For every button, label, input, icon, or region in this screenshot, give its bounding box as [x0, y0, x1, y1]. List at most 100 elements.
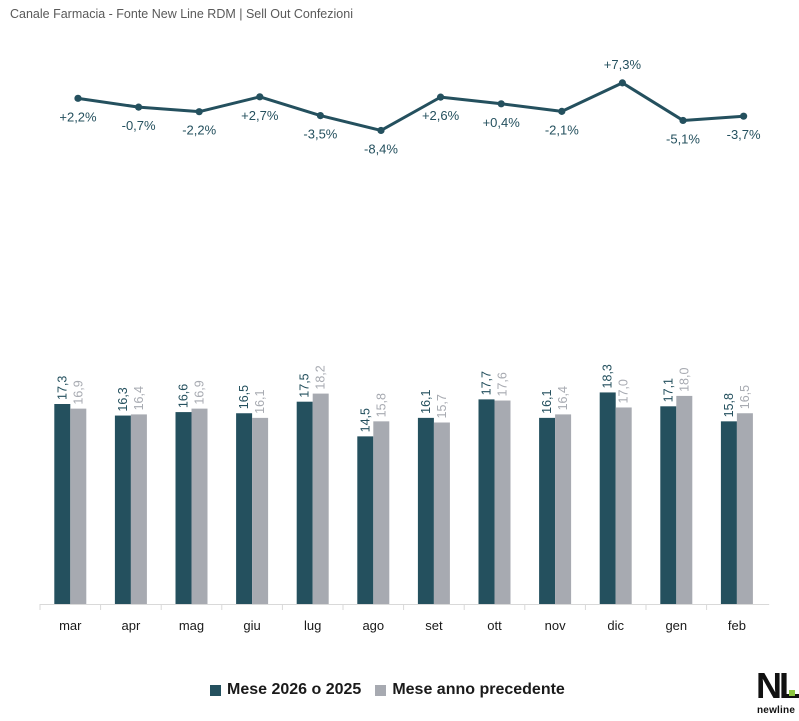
- bar-label-previous: 16,9: [71, 380, 85, 404]
- variation-point: [74, 94, 82, 102]
- bar-previous: [555, 414, 572, 604]
- bar-current: [236, 413, 253, 604]
- x-tick-label: ago: [362, 618, 384, 633]
- x-tick-label: gen: [665, 618, 687, 633]
- variation-label: -0,7%: [122, 118, 156, 133]
- bar-previous: [494, 400, 511, 604]
- logo-dot-icon: [789, 690, 795, 696]
- variation-line-chart: +2,2% -0,7% -2,2% +2,7% -3,5% -8,4% +2,6% +0,4%…: [59, 57, 761, 157]
- bar-label-current: 14,5: [358, 408, 372, 432]
- bar-label-current: 18,3: [601, 364, 615, 388]
- bar-current: [175, 412, 192, 604]
- bar-label-previous: 17,6: [496, 372, 510, 396]
- legend-swatch-current: [210, 684, 221, 696]
- variation-label: -2,2%: [182, 123, 216, 138]
- bar-label-current: 16,5: [237, 385, 251, 409]
- x-tick-label: feb: [728, 618, 746, 633]
- bar-label-current: 17,1: [661, 378, 675, 402]
- x-tick-label: ott: [487, 618, 502, 633]
- bar-previous: [191, 408, 208, 604]
- variation-label: -2,1%: [545, 122, 579, 137]
- x-tick-label: set: [425, 618, 443, 633]
- bar-label-previous: 16,1: [253, 389, 267, 413]
- variation-point: [256, 93, 264, 101]
- x-tick-label: dic: [607, 618, 624, 633]
- variation-label: -5,1%: [666, 131, 700, 146]
- variation-point: [195, 108, 203, 116]
- bar-label-current: 17,7: [480, 371, 494, 395]
- bar-label-previous: 16,4: [556, 386, 570, 410]
- bar-label-current: 16,3: [116, 387, 130, 411]
- bar-previous: [676, 395, 693, 604]
- logo-text: newline: [757, 705, 796, 716]
- bar-label-previous: 16,4: [132, 386, 146, 410]
- variation-label: +2,2%: [59, 109, 97, 124]
- bar-label-previous: 18,0: [677, 368, 691, 392]
- legend-label-current: Mese 2026 o 2025: [227, 681, 362, 698]
- bar-previous: [70, 408, 87, 604]
- newline-logo: NL newline: [756, 665, 799, 718]
- legend-swatch-previous: [375, 684, 387, 696]
- bar-previous: [130, 414, 147, 604]
- variation-label: +7,3%: [604, 57, 642, 72]
- bar-label-current: 16,6: [177, 384, 191, 408]
- bar-label-current: 15,8: [722, 393, 736, 417]
- variation-label: -3,5%: [303, 127, 337, 142]
- x-tick-label: mar: [59, 618, 82, 633]
- bar-previous: [312, 393, 329, 604]
- variation-point: [497, 100, 505, 108]
- bar-previous: [433, 422, 450, 604]
- bar-previous: [373, 421, 390, 604]
- variation-label: -8,4%: [364, 141, 398, 156]
- variation-point: [437, 93, 445, 101]
- bar-current: [417, 417, 434, 604]
- bar-label-current: 16,1: [540, 389, 554, 413]
- bar-previous: [736, 413, 753, 604]
- variation-label: +2,7%: [241, 108, 279, 123]
- logo-mark: NL: [756, 665, 799, 706]
- x-tick-label: lug: [304, 618, 321, 633]
- variation-label: +0,4%: [483, 115, 521, 130]
- bar-label-current: 17,3: [55, 376, 69, 400]
- bar-label-previous: 16,9: [193, 380, 207, 404]
- variation-point: [618, 79, 627, 87]
- variation-line: [77, 81, 744, 132]
- variation-label: +2,6%: [422, 108, 460, 123]
- bar-previous: [252, 417, 269, 604]
- variation-label: -3,7%: [727, 127, 761, 142]
- variation-point: [679, 116, 687, 125]
- variation-point: [377, 126, 385, 135]
- bar-current: [539, 417, 556, 604]
- bar-label-previous: 15,8: [374, 393, 388, 417]
- bar-label-previous: 16,5: [738, 385, 752, 409]
- bar-current: [357, 436, 374, 604]
- variation-point: [316, 112, 324, 120]
- bar-current: [478, 399, 495, 604]
- legend-item-previous: Mese anno precedente: [375, 681, 565, 699]
- x-tick-label: giu: [243, 618, 260, 633]
- bar-previous: [615, 407, 632, 604]
- variation-point: [135, 103, 143, 111]
- bar-current: [296, 401, 313, 604]
- bar-current: [114, 415, 131, 604]
- legend-label-previous: Mese anno precedente: [392, 681, 565, 698]
- bar-current: [54, 404, 71, 604]
- bar-label-current: 17,5: [298, 373, 312, 397]
- bar-current: [720, 421, 737, 604]
- variation-point: [558, 107, 566, 115]
- bar-current: [660, 406, 677, 604]
- bar-label-previous: 15,7: [435, 394, 449, 418]
- bar-label-previous: 18,2: [314, 365, 328, 389]
- chart-legend: Mese 2026 o 2025 Mese anno precedente: [210, 681, 579, 699]
- chart-source: Canale Farmacia - Fonte New Line RDM | S…: [10, 7, 353, 21]
- bar-label-previous: 17,0: [617, 379, 631, 403]
- x-tick-label: apr: [122, 618, 141, 633]
- variation-point: [740, 112, 748, 120]
- x-tick-label: nov: [545, 618, 566, 633]
- bar-current: [599, 392, 616, 604]
- legend-item-current: Mese 2026 o 2025: [210, 681, 361, 699]
- bar-label-current: 16,1: [419, 389, 433, 413]
- x-tick-label: mag: [179, 618, 204, 633]
